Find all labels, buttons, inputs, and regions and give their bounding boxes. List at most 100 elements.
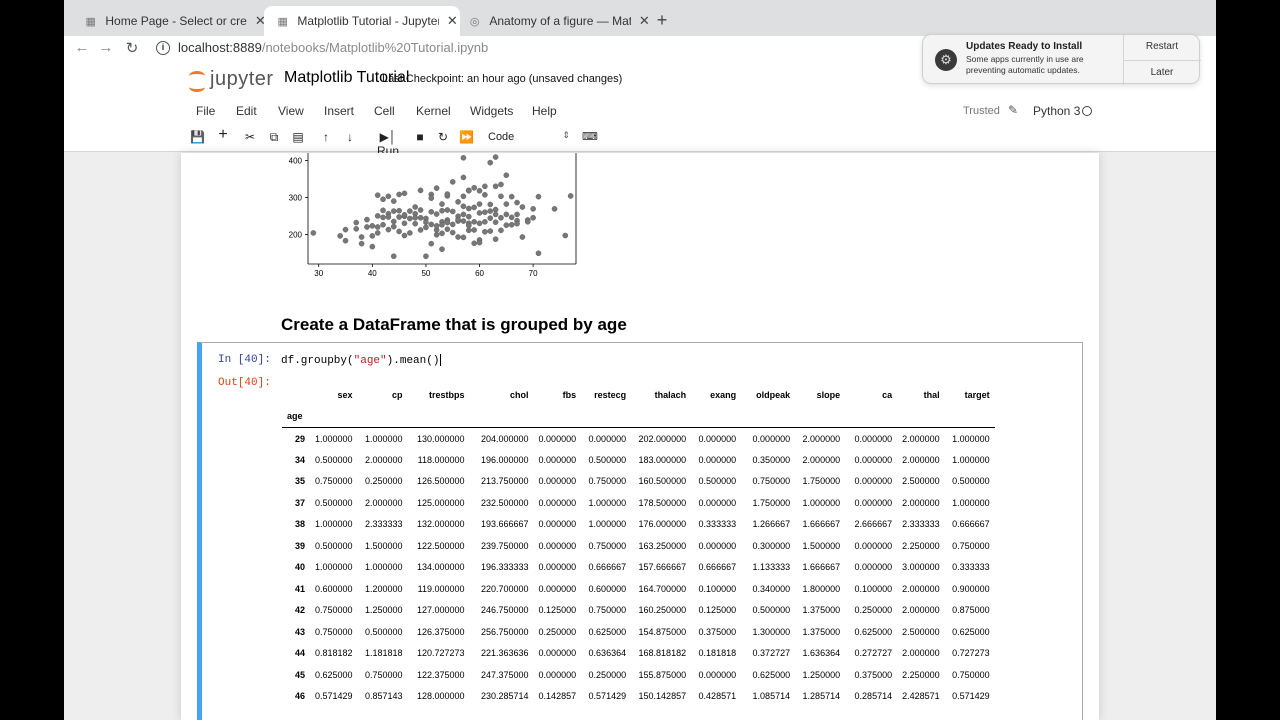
update-notification[interactable]: ⚙ Updates Ready to Install Some apps cur… bbox=[922, 34, 1201, 85]
scatter-point bbox=[514, 220, 520, 227]
forward-icon[interactable]: → bbox=[98, 39, 114, 56]
close-tab-icon[interactable]: ✕ bbox=[446, 13, 458, 28]
table-cell: 196.333333 bbox=[480, 562, 529, 573]
table-cell: 0.500000 bbox=[315, 454, 353, 465]
kernel-status-icon bbox=[1082, 106, 1092, 116]
table-cell: 0.600000 bbox=[315, 583, 353, 594]
menu-view[interactable]: View bbox=[278, 104, 304, 118]
paste-icon[interactable]: ▤ bbox=[292, 130, 304, 144]
trusted-indicator[interactable]: Trusted bbox=[963, 105, 1000, 117]
code-input[interactable]: df.groupby("age").mean() bbox=[281, 354, 442, 367]
row-index: 35 bbox=[294, 476, 305, 487]
table-cell: 0.375000 bbox=[698, 626, 737, 637]
fast-forward-icon[interactable]: ⏩ bbox=[459, 130, 474, 144]
scatter-point bbox=[380, 221, 386, 228]
scatter-point bbox=[487, 228, 494, 234]
stop-icon[interactable]: ■ bbox=[416, 130, 424, 144]
table-row: 42 0.750000 1.250000 127.000000 246.750000 0.… bbox=[282, 600, 995, 622]
table-cell: 2.500000 bbox=[902, 626, 940, 637]
menu-insert[interactable]: Insert bbox=[324, 104, 355, 118]
table-cell: 0.727273 bbox=[952, 648, 990, 659]
new-tab-icon[interactable]: + bbox=[656, 10, 668, 30]
scatter-point bbox=[498, 181, 504, 188]
table-cell: 0.571429 bbox=[315, 691, 353, 702]
table-cell: 1.800000 bbox=[802, 583, 841, 594]
scatter-point bbox=[465, 227, 472, 234]
info-icon[interactable]: i bbox=[156, 40, 170, 55]
table-cell: 0.000000 bbox=[588, 433, 627, 444]
menu-edit[interactable]: Edit bbox=[236, 104, 257, 118]
row-index: 39 bbox=[294, 540, 305, 551]
menu-file[interactable]: File bbox=[196, 104, 216, 118]
move-down-icon[interactable]: ↓ bbox=[347, 130, 353, 144]
code-cell[interactable]: In [40]: df.groupby("age").mean() Out[40… bbox=[197, 342, 1083, 720]
table-cell: 2.000000 bbox=[902, 497, 940, 508]
cut-icon[interactable]: ✂ bbox=[244, 130, 256, 144]
scatter-point bbox=[358, 234, 365, 240]
table-cell: 122.500000 bbox=[416, 540, 465, 551]
tab-anatomy-of-figure[interactable]: ◎ Anatomy of a figure — Matplot ✕ bbox=[456, 6, 652, 36]
scatter-point bbox=[508, 221, 515, 228]
move-up-icon[interactable]: ↑ bbox=[323, 130, 329, 144]
table-cell: 220.700000 bbox=[480, 583, 529, 594]
menu-help[interactable]: Help bbox=[532, 104, 557, 118]
scatter-point bbox=[444, 226, 451, 233]
kernel-name[interactable]: Python 3 bbox=[1033, 104, 1081, 118]
close-tab-icon[interactable]: ✕ bbox=[638, 13, 650, 28]
table-cell: 0.750000 bbox=[315, 626, 353, 637]
copy-icon[interactable]: ⧉ bbox=[269, 130, 279, 144]
scatter-point bbox=[444, 191, 451, 197]
reload-icon[interactable]: ↻ bbox=[125, 40, 139, 57]
restart-icon[interactable]: ↻ bbox=[437, 130, 449, 144]
save-icon[interactable]: 💾 bbox=[190, 130, 205, 144]
table-cell: 1.375000 bbox=[802, 605, 841, 616]
table-cell: 232.500000 bbox=[480, 497, 529, 508]
cell-type-select[interactable]: Code ⇕ bbox=[488, 130, 570, 143]
scatter-point bbox=[380, 214, 386, 221]
table-cell: 0.000000 bbox=[854, 433, 893, 444]
restart-button[interactable]: Restart bbox=[1145, 41, 1179, 52]
table-cell: 1.636364 bbox=[802, 648, 841, 659]
table-cell: 178.500000 bbox=[638, 497, 687, 508]
table-cell: 163.250000 bbox=[638, 540, 687, 551]
table-cell: 0.285714 bbox=[854, 691, 893, 702]
scatter-point bbox=[482, 219, 488, 225]
notification-title: Updates Ready to Install bbox=[966, 41, 1083, 52]
menu-kernel[interactable]: Kernel bbox=[416, 104, 451, 118]
table-cell: 0.750000 bbox=[952, 540, 990, 551]
scatter-point bbox=[433, 211, 440, 217]
table-row: 46 0.571429 0.857143 128.000000 230.285714 0.… bbox=[282, 686, 995, 708]
table-cell: 1.000000 bbox=[952, 497, 990, 508]
pencil-icon[interactable]: ✎ bbox=[1008, 103, 1019, 117]
table-row: 34 0.500000 2.000000 118.000000 196.000000 0.… bbox=[282, 449, 995, 471]
table-cell: 1.000000 bbox=[315, 433, 353, 444]
later-button[interactable]: Later bbox=[1150, 67, 1174, 78]
tab-matplotlib-tutorial[interactable]: ▦ Matplotlib Tutorial - Jupyter N ✕ bbox=[264, 6, 460, 36]
row-index: 37 bbox=[294, 497, 305, 508]
table-cell: 2.333333 bbox=[902, 519, 940, 530]
code-text: ).mean() bbox=[386, 354, 440, 367]
scatter-point bbox=[401, 211, 408, 218]
menu-widgets[interactable]: Widgets bbox=[470, 104, 514, 118]
jupyter-logo[interactable]: jupyter bbox=[188, 68, 274, 92]
close-tab-icon[interactable]: ✕ bbox=[254, 13, 266, 28]
scatter-point bbox=[551, 206, 558, 212]
keyboard-icon[interactable]: ⌨ bbox=[582, 131, 598, 143]
table-cell: 196.000000 bbox=[480, 454, 529, 465]
back-icon[interactable]: ← bbox=[74, 39, 90, 56]
menu-cell[interactable]: Cell bbox=[374, 104, 395, 118]
table-cell: 155.875000 bbox=[638, 669, 687, 680]
row-index: 42 bbox=[294, 605, 305, 616]
address-bar[interactable]: i localhost:8889/notebooks/Matplotlib%20… bbox=[156, 40, 488, 55]
table-cell: 2.000000 bbox=[365, 454, 403, 465]
table-cell: 2.000000 bbox=[902, 648, 940, 659]
notebook-name[interactable]: Matplotlib Tutorial bbox=[284, 69, 410, 86]
table-cell: 0.142857 bbox=[538, 691, 577, 702]
scatter-point bbox=[455, 216, 461, 223]
table-cell: 0.636364 bbox=[588, 648, 627, 659]
scatter-point bbox=[492, 183, 499, 190]
scatter-point bbox=[428, 221, 435, 228]
dataframe-table: sex cp trestbps chol fbs restecg thalach exang o… bbox=[282, 384, 995, 707]
insert-cell-icon[interactable]: + bbox=[218, 126, 228, 143]
tab-home-page[interactable]: ▦ Home Page - Select or create ✕ bbox=[72, 6, 268, 36]
